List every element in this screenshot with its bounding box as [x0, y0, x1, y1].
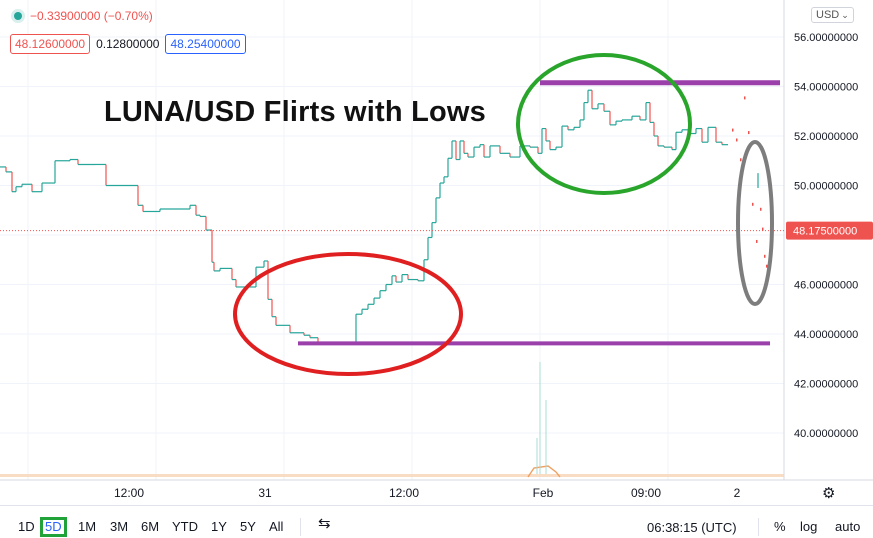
- y-tick-label: 56.00000000: [794, 32, 858, 44]
- toolbar-divider: [758, 518, 759, 536]
- price-tick-mark: [762, 227, 764, 231]
- price-tick-mark: [756, 239, 758, 243]
- chart-annotation-title: LUNA/USD Flirts with Lows: [104, 96, 486, 128]
- clock-utc[interactable]: 06:38:15 (UTC): [647, 520, 737, 535]
- currency-selector[interactable]: USD ⌄: [811, 7, 854, 23]
- range-5d[interactable]: 5D: [40, 517, 67, 537]
- range-1y[interactable]: 1Y: [211, 519, 227, 534]
- auto-scale-toggle[interactable]: auto: [835, 519, 861, 534]
- market-status-icon: [14, 12, 22, 20]
- x-tick-label: Feb: [533, 486, 554, 500]
- range-ytd[interactable]: YTD: [172, 519, 198, 534]
- price-tick-mark: [764, 254, 766, 258]
- price-tick-mark: [732, 128, 734, 132]
- y-tick-label: 54.00000000: [794, 82, 858, 94]
- price-tick-mark: [740, 158, 742, 162]
- y-tick-label: 46.00000000: [794, 280, 858, 292]
- price-tick-mark: [766, 264, 768, 268]
- buy-price-button[interactable]: 48.25400000: [165, 34, 246, 54]
- y-tick-label: 52.00000000: [794, 131, 858, 143]
- bottom-toolbar: 1D 5D 1M 3M 6M YTD 1Y 5Y All ⇆ 06:38:15 …: [0, 505, 873, 538]
- last-price-badge: [786, 221, 873, 240]
- x-tick-label: 31: [258, 486, 272, 500]
- last-price-label: 48.17500000: [793, 226, 857, 238]
- range-6m[interactable]: 6M: [141, 519, 160, 534]
- price-tick-mark: [752, 202, 754, 206]
- current-price-circle: [736, 140, 774, 306]
- range-all[interactable]: All: [269, 519, 284, 534]
- price-tick-mark: [744, 96, 746, 100]
- price-tick-mark: [748, 131, 750, 135]
- bid-ask-row: 48.12600000 0.12800000 48.25400000: [10, 34, 246, 54]
- range-1m[interactable]: 1M: [78, 519, 97, 534]
- y-tick-label: 44.00000000: [794, 329, 858, 341]
- x-tick-label: 12:00: [389, 486, 419, 500]
- log-scale-toggle[interactable]: log: [800, 519, 818, 534]
- spread-value: 0.12800000: [96, 37, 160, 51]
- price-tick-mark: [736, 138, 738, 142]
- range-3m[interactable]: 3M: [110, 519, 129, 534]
- volume-spike: [527, 465, 561, 478]
- y-tick-label: 42.00000000: [794, 379, 858, 391]
- x-tick-label: 12:00: [114, 486, 144, 500]
- price-change: −0.33900000 (−0.70%): [30, 9, 153, 23]
- goto-date-icon[interactable]: ⇆: [318, 515, 331, 532]
- percent-scale-toggle[interactable]: %: [774, 519, 786, 534]
- x-tick-label: 2: [734, 486, 741, 500]
- x-tick-label: 09:00: [631, 486, 661, 500]
- toolbar-divider: [300, 518, 301, 536]
- range-5y[interactable]: 5Y: [240, 519, 256, 534]
- volume-baseline: [0, 474, 784, 477]
- support-highlight-circle: [233, 252, 463, 376]
- sell-price-button[interactable]: 48.12600000: [10, 34, 91, 54]
- currency-label: USD: [816, 9, 840, 21]
- y-tick-label: 40.00000000: [794, 428, 858, 440]
- chevron-down-icon: ⌄: [841, 9, 849, 20]
- price-tick-mark: [760, 207, 762, 211]
- price-change-row: −0.33900000 (−0.70%): [14, 9, 153, 23]
- y-tick-label: 50.00000000: [794, 181, 858, 193]
- resistance-highlight-circle: [516, 53, 692, 195]
- range-1d[interactable]: 1D: [18, 519, 35, 534]
- settings-gear-icon[interactable]: ⚙: [822, 485, 836, 502]
